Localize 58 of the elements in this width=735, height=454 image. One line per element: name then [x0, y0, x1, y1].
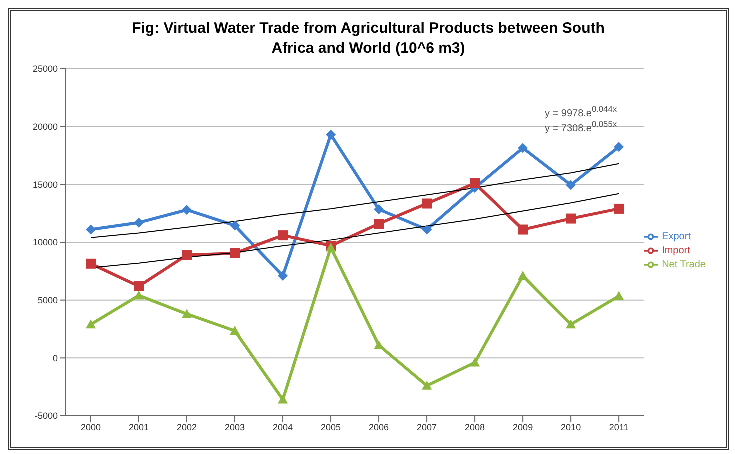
point [326, 130, 336, 140]
point [230, 248, 240, 258]
x-tick-label: 2001 [128, 422, 150, 432]
point [566, 214, 576, 224]
legend-label: Export [662, 232, 691, 243]
y-tick-label: 0 [52, 353, 58, 364]
x-tick-label: 2005 [321, 422, 342, 432]
y-tick-label: 5000 [38, 296, 58, 306]
point [182, 309, 192, 318]
point [182, 205, 192, 216]
y-tick-label: 25000 [32, 64, 58, 74]
y-tick-label: 10000 [32, 238, 58, 248]
point [614, 142, 624, 152]
x-tick-label: 2010 [561, 422, 582, 432]
annotation: y = 9978.e$^{0.044x}$ [544, 103, 618, 120]
point [422, 224, 432, 235]
annotation: y = 7308.e$^{0.055x}$ [544, 119, 618, 136]
point [422, 380, 432, 390]
line-series [90, 163, 620, 238]
point [230, 326, 240, 335]
point [470, 358, 480, 367]
y-tick-label: 15000 [32, 180, 58, 190]
x-tick-label: 2006 [369, 422, 390, 432]
point [86, 258, 96, 269]
x-tick-label: 2007 [417, 422, 438, 432]
point [230, 220, 240, 231]
point [566, 320, 576, 329]
point [374, 204, 384, 215]
point [614, 204, 624, 214]
x-tick-label: 2011 [609, 422, 629, 432]
x-tick-label: 2009 [513, 422, 534, 432]
x-tick-label: 2002 [177, 422, 198, 432]
x-tick-label: 2000 [80, 422, 102, 432]
y-tick-label: 20000 [32, 122, 58, 132]
point [518, 143, 528, 154]
point [134, 218, 144, 228]
point [278, 394, 288, 404]
chart-title: Fig: Virtual Water Trade from Agricultural Products between South Africa and World (10^6 m3) [131, 19, 606, 59]
legend-label: Import [662, 246, 690, 257]
point [614, 291, 624, 300]
point [134, 290, 144, 300]
point [134, 281, 144, 292]
point [278, 230, 288, 241]
x-tick-label: 2003 [225, 422, 246, 432]
point [182, 250, 192, 260]
point [470, 178, 480, 189]
x-tick-label: 2008 [465, 422, 486, 432]
point [86, 320, 96, 329]
y-tick-label: -5000 [34, 411, 58, 422]
point [86, 224, 96, 235]
point [278, 271, 288, 282]
point [518, 224, 528, 235]
point [518, 271, 528, 280]
point [422, 198, 432, 209]
x-tick-label: 2004 [273, 422, 294, 432]
point [566, 180, 576, 190]
point [374, 218, 384, 229]
legend-label: Net Trade [662, 260, 706, 271]
